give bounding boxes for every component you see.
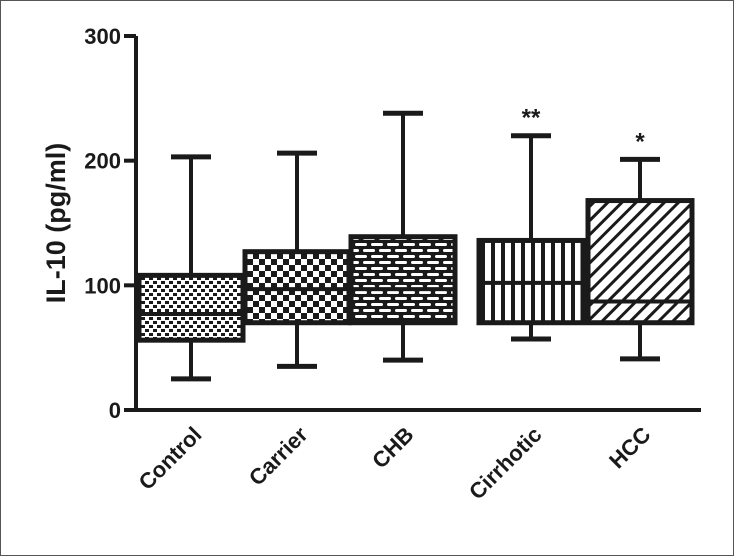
box-control [136,154,246,382]
iqr-box [348,234,458,326]
box-cirrhotic: ** [476,105,586,342]
y-tick-label: 300 [84,24,121,49]
iqr-box [136,272,246,343]
box-chb [348,110,458,363]
axes: 0 100 200 300 [84,24,701,423]
y-tick-label: 200 [84,149,121,174]
category-label: Control [134,422,207,495]
category-labels: Control Carrier CHB Cirrhotic HCC [134,422,656,505]
box-carrier [242,150,352,369]
category-label: Carrier [244,422,313,491]
y-ticks: 0 100 200 300 [84,24,136,423]
y-tick-label: 100 [84,273,121,298]
y-axis-title: IL-10 (pg/ml) [41,143,71,304]
iqr-box [585,198,695,326]
significance-marker: * [635,128,645,155]
category-label: Cirrhotic [464,422,547,505]
box-series: *** [136,105,695,382]
y-tick-label: 0 [109,398,121,423]
box-hcc: * [585,128,695,362]
category-label: HCC [604,422,655,473]
category-label: CHB [367,422,418,473]
significance-marker: ** [522,105,541,132]
